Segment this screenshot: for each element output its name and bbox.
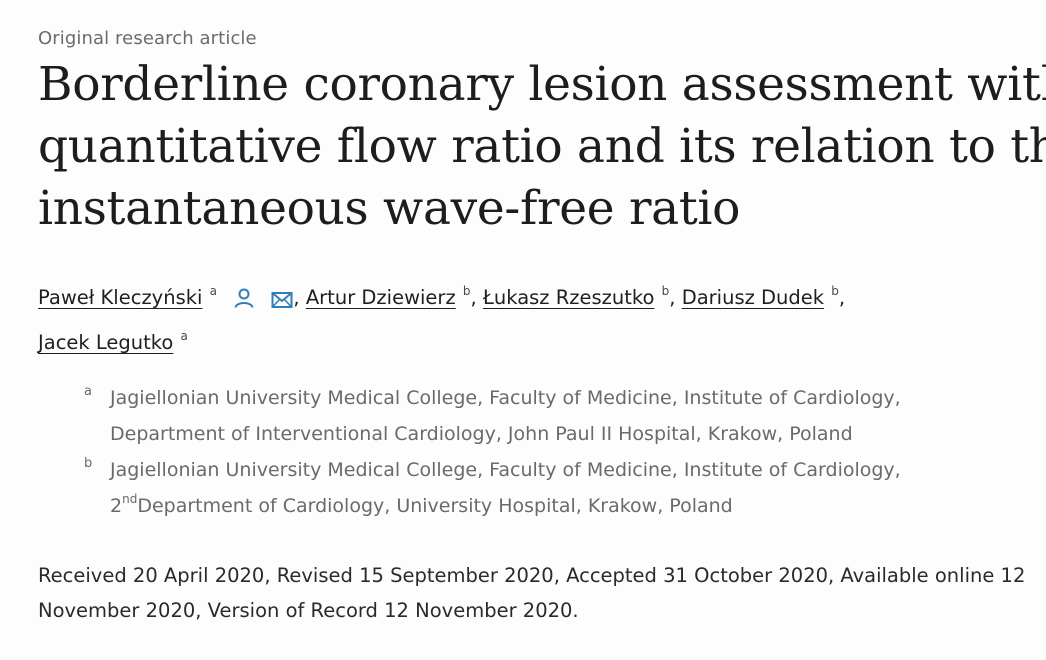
author-affiliation-sup: b (462, 284, 471, 298)
author-list: Paweł Kleczyński a , Artur Dziewierz b, … (38, 272, 1018, 362)
article-title-line-3: instantaneous wave-free ratio (38, 181, 741, 236)
affiliation-item: b Jagiellonian University Medical Colleg… (84, 452, 1014, 524)
affiliation-text-line: 2ndDepartment of Cardiology, University … (110, 488, 1014, 524)
affiliation-text-line: Jagiellonian University Medical College,… (110, 387, 901, 409)
article-type-label: Original research article (38, 28, 257, 49)
author-line-2: Jacek Legutko a (38, 317, 1018, 362)
author-link[interactable]: Artur Dziewierz (305, 286, 456, 309)
author-link[interactable]: Łukasz Rzeszutko (482, 286, 655, 309)
affiliation-item: a Jagiellonian University Medical Colleg… (84, 380, 1014, 452)
affiliation-label: a (84, 384, 92, 399)
author-affiliation-sup: a (180, 329, 188, 343)
article-title-line-1: Borderline coronary lesion assessment wi… (38, 57, 1046, 112)
author-affiliation-sup: b (661, 284, 670, 298)
affiliation-text-line: Department of Interventional Cardiology,… (110, 423, 853, 445)
publication-history: Received 20 April 2020, Revised 15 Septe… (38, 564, 1026, 622)
ordinal-suffix: nd (122, 492, 138, 506)
person-icon[interactable] (233, 287, 255, 309)
author-affiliation-sup: b (831, 284, 839, 298)
affiliation-text-line: Jagiellonian University Medical College,… (110, 459, 901, 481)
article-title: Borderline coronary lesion assessment wi… (38, 54, 1046, 240)
author-affiliation-sup: a (209, 284, 218, 298)
ordinal-number: 2 (110, 495, 123, 517)
author-link[interactable]: Jacek Legutko (38, 331, 174, 354)
affiliation-list: a Jagiellonian University Medical Colleg… (84, 380, 1014, 524)
author-line-1: Paweł Kleczyński a , Artur Dziewierz b, … (38, 284, 846, 309)
affiliation-text: Department of Cardiology, University Hos… (137, 495, 733, 517)
author-link[interactable]: Dariusz Dudek (681, 286, 825, 309)
mail-icon[interactable] (271, 291, 293, 309)
author-link[interactable]: Paweł Kleczyński (38, 286, 203, 309)
affiliation-label: b (84, 456, 93, 471)
article-title-line-2: quantitative flow ratio and its relation… (38, 119, 1046, 174)
